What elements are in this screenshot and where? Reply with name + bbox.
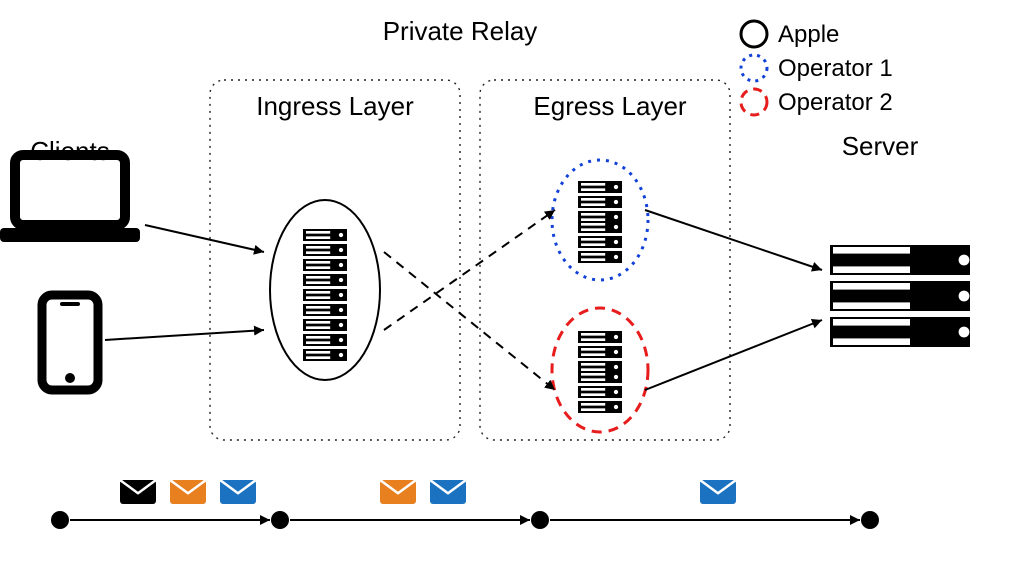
server-stack-icon xyxy=(830,245,970,347)
envelope-icon xyxy=(220,480,256,504)
arrow-ingress-op2 xyxy=(384,252,555,390)
timeline-node-3 xyxy=(861,511,879,529)
ingress-server-1 xyxy=(303,229,347,271)
egress-op1-server-2 xyxy=(578,221,622,263)
ingress-server-2 xyxy=(303,274,347,316)
timeline-node-1 xyxy=(271,511,289,529)
ingress-label: Ingress Layer xyxy=(256,91,414,121)
timeline-node-0 xyxy=(51,511,69,529)
phone-icon xyxy=(42,295,98,390)
envelope-icon xyxy=(380,480,416,504)
egress-op2-server-2 xyxy=(578,371,622,413)
arrow-op1-server xyxy=(645,210,822,270)
envelope-icon xyxy=(170,480,206,504)
legend-op2-label: Operator 2 xyxy=(778,89,893,116)
egress-op1-server-1 xyxy=(578,181,622,223)
arrow-op2-server xyxy=(645,320,822,390)
legend-op1-label: Operator 1 xyxy=(778,55,893,82)
laptop-icon xyxy=(0,155,140,242)
envelope-icon xyxy=(120,480,156,504)
server-label: Server xyxy=(842,131,919,161)
ingress-server-3 xyxy=(303,319,347,361)
legend-apple-label: Apple xyxy=(778,21,839,48)
legend-apple-icon xyxy=(741,21,767,47)
egress-label: Egress Layer xyxy=(533,91,687,121)
envelope-icon xyxy=(430,480,466,504)
arrow-ingress-op1 xyxy=(384,210,555,330)
egress-op2-server-1 xyxy=(578,331,622,373)
legend-op1-icon xyxy=(741,55,767,81)
diagram-title: Private Relay xyxy=(383,16,538,46)
envelope-icon xyxy=(700,480,736,504)
legend-op2-icon xyxy=(741,89,767,115)
timeline-node-2 xyxy=(531,511,549,529)
arrow-client2-ingress xyxy=(105,330,264,340)
arrow-client1-ingress xyxy=(145,225,264,252)
